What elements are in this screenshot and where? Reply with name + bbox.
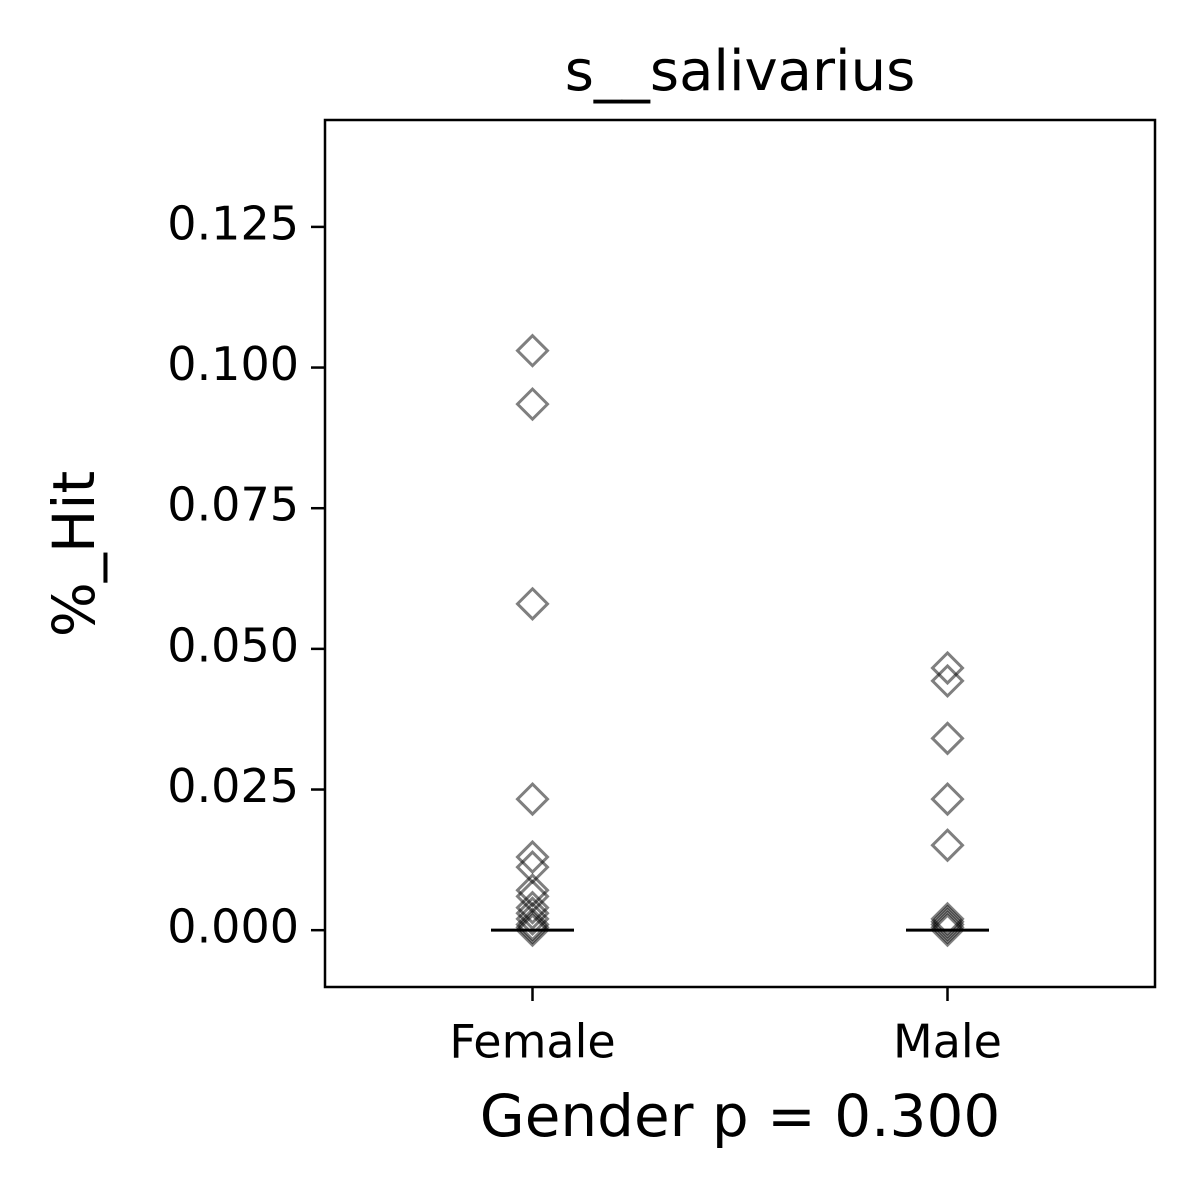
data-point: [930, 910, 965, 945]
y-tick-label: 0.050: [167, 618, 299, 672]
data-point: [515, 387, 550, 422]
y-tick-label: 0.025: [167, 759, 299, 813]
x-axis-label: Gender p = 0.300: [480, 1082, 1001, 1150]
data-point: [930, 663, 965, 699]
y-axis-label: %_Hit: [40, 471, 108, 638]
data-point: [930, 721, 965, 756]
data-point: [930, 650, 965, 686]
data-point: [930, 904, 965, 939]
data-point: [515, 901, 550, 937]
data-point: [515, 913, 550, 948]
chart-title: s__salivarius: [565, 39, 916, 104]
x-tick-label: Male: [893, 1015, 1002, 1069]
data-point: [930, 901, 965, 937]
data-point: [515, 907, 550, 942]
data-point: [515, 781, 550, 817]
data-point: [930, 907, 965, 942]
data-point: [515, 890, 550, 925]
data-point: [515, 586, 550, 621]
data-point: [515, 839, 550, 875]
x-tick-label: Female: [449, 1015, 615, 1069]
y-tick-label: 0.125: [167, 196, 299, 250]
data-point: [515, 850, 550, 885]
data-point: [930, 828, 965, 863]
data-point: [930, 781, 965, 817]
plot-frame: [323, 118, 1157, 989]
y-tick-label: 0.100: [167, 337, 299, 391]
data-point: [515, 333, 550, 368]
data-point: [515, 896, 550, 931]
y-tick-label: 0.075: [167, 478, 299, 532]
data-point: [930, 913, 965, 948]
data-point: [515, 910, 550, 945]
y-tick-label: 0.000: [167, 900, 299, 954]
